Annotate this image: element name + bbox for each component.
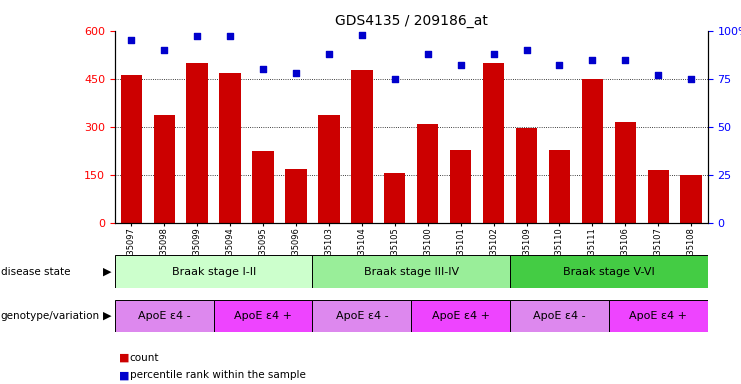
Point	[488, 51, 499, 57]
Point	[619, 56, 631, 63]
Point	[323, 51, 335, 57]
Text: count: count	[130, 353, 159, 363]
Bar	[609, 300, 708, 332]
Text: ApoE ε4 +: ApoE ε4 +	[432, 311, 490, 321]
Point	[554, 62, 565, 68]
Bar	[313, 255, 510, 288]
Bar	[285, 169, 307, 223]
Text: ApoE ε4 +: ApoE ε4 +	[234, 311, 292, 321]
Bar	[253, 151, 273, 223]
Bar	[582, 79, 603, 223]
Point	[356, 31, 368, 38]
Text: percentile rank within the sample: percentile rank within the sample	[130, 370, 305, 380]
Point	[191, 33, 203, 40]
Text: genotype/variation: genotype/variation	[1, 311, 100, 321]
Text: Braak stage V-VI: Braak stage V-VI	[563, 266, 655, 277]
Bar	[219, 73, 241, 223]
Point	[652, 72, 664, 78]
Text: ApoE ε4 -: ApoE ε4 -	[138, 311, 190, 321]
Bar	[549, 150, 570, 223]
Bar	[417, 124, 439, 223]
Text: Braak stage I-II: Braak stage I-II	[171, 266, 256, 277]
Bar	[115, 300, 213, 332]
Text: ▶: ▶	[103, 266, 111, 277]
Text: ApoE ε4 -: ApoE ε4 -	[336, 311, 388, 321]
Bar	[483, 63, 505, 223]
Point	[389, 76, 401, 82]
Text: ApoE ε4 +: ApoE ε4 +	[629, 311, 687, 321]
Bar	[115, 255, 313, 288]
Bar	[510, 255, 708, 288]
Bar	[187, 63, 208, 223]
Bar	[516, 128, 537, 223]
Point	[685, 76, 697, 82]
Bar	[213, 300, 313, 332]
Bar	[318, 114, 339, 223]
Text: ■: ■	[119, 353, 129, 363]
Bar	[313, 300, 411, 332]
Point	[422, 51, 433, 57]
Point	[125, 37, 137, 43]
Point	[290, 70, 302, 76]
Bar	[121, 75, 142, 223]
Point	[257, 66, 269, 72]
Text: ■: ■	[119, 370, 129, 380]
Bar	[614, 122, 636, 223]
Point	[455, 62, 467, 68]
Bar	[351, 70, 373, 223]
Bar	[153, 114, 175, 223]
Bar	[384, 173, 405, 223]
Point	[159, 47, 170, 53]
Text: ApoE ε4 -: ApoE ε4 -	[533, 311, 586, 321]
Title: GDS4135 / 209186_at: GDS4135 / 209186_at	[335, 14, 488, 28]
Bar	[510, 300, 609, 332]
Bar	[411, 300, 510, 332]
Point	[586, 56, 598, 63]
Bar	[680, 175, 702, 223]
Text: disease state: disease state	[1, 266, 70, 277]
Text: Braak stage III-IV: Braak stage III-IV	[364, 266, 459, 277]
Bar	[450, 150, 471, 223]
Point	[225, 33, 236, 40]
Bar	[648, 170, 669, 223]
Point	[521, 47, 533, 53]
Text: ▶: ▶	[103, 311, 111, 321]
